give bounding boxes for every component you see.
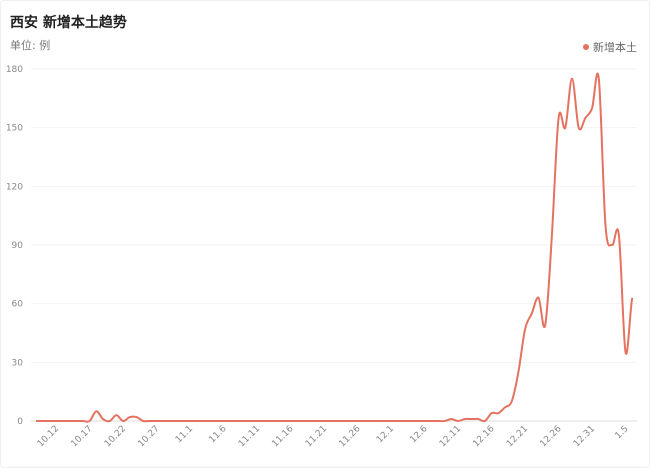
x-tick-label: 1.5 xyxy=(614,424,631,441)
y-tick-label: 30 xyxy=(12,358,24,368)
x-tick-label: 10.22 xyxy=(103,424,128,449)
x-tick-label: 12.6 xyxy=(408,424,429,445)
legend-dot-icon xyxy=(583,44,589,50)
y-tick-label: 120 xyxy=(6,182,23,192)
legend[interactable]: 新增本土 xyxy=(583,39,637,55)
x-tick-label: 12.31 xyxy=(572,424,597,449)
x-tick-label: 12.1 xyxy=(375,424,396,445)
x-tick-label: 11.6 xyxy=(207,424,228,445)
legend-label: 新增本土 xyxy=(593,41,637,54)
x-tick-label: 11.16 xyxy=(270,424,295,449)
chart-unit: 单位: 例 xyxy=(10,39,51,52)
x-tick-label: 12.21 xyxy=(505,424,530,449)
x-tick-label: 11.1 xyxy=(174,424,195,445)
y-tick-label: 90 xyxy=(12,241,24,251)
y-tick-label: 180 xyxy=(6,65,23,75)
series-line-xinzeng-bentu xyxy=(35,72,634,423)
x-tick-label: 11.11 xyxy=(237,424,262,449)
x-tick-label: 10.17 xyxy=(69,424,94,449)
y-tick-label: 60 xyxy=(12,300,24,310)
x-tick-label: 11.21 xyxy=(304,424,329,449)
y-tick-label: 0 xyxy=(17,417,23,427)
x-tick-label: 11.26 xyxy=(337,424,362,449)
chart-title: 西安 新增本土趋势 xyxy=(10,15,127,31)
x-tick-label: 10.27 xyxy=(136,424,161,449)
x-tick-label: 12.16 xyxy=(471,424,496,449)
y-tick-label: 150 xyxy=(6,124,23,134)
x-tick-label: 12.11 xyxy=(438,424,463,449)
x-tick-label: 10.12 xyxy=(36,424,61,449)
x-tick-label: 12.26 xyxy=(538,424,563,449)
